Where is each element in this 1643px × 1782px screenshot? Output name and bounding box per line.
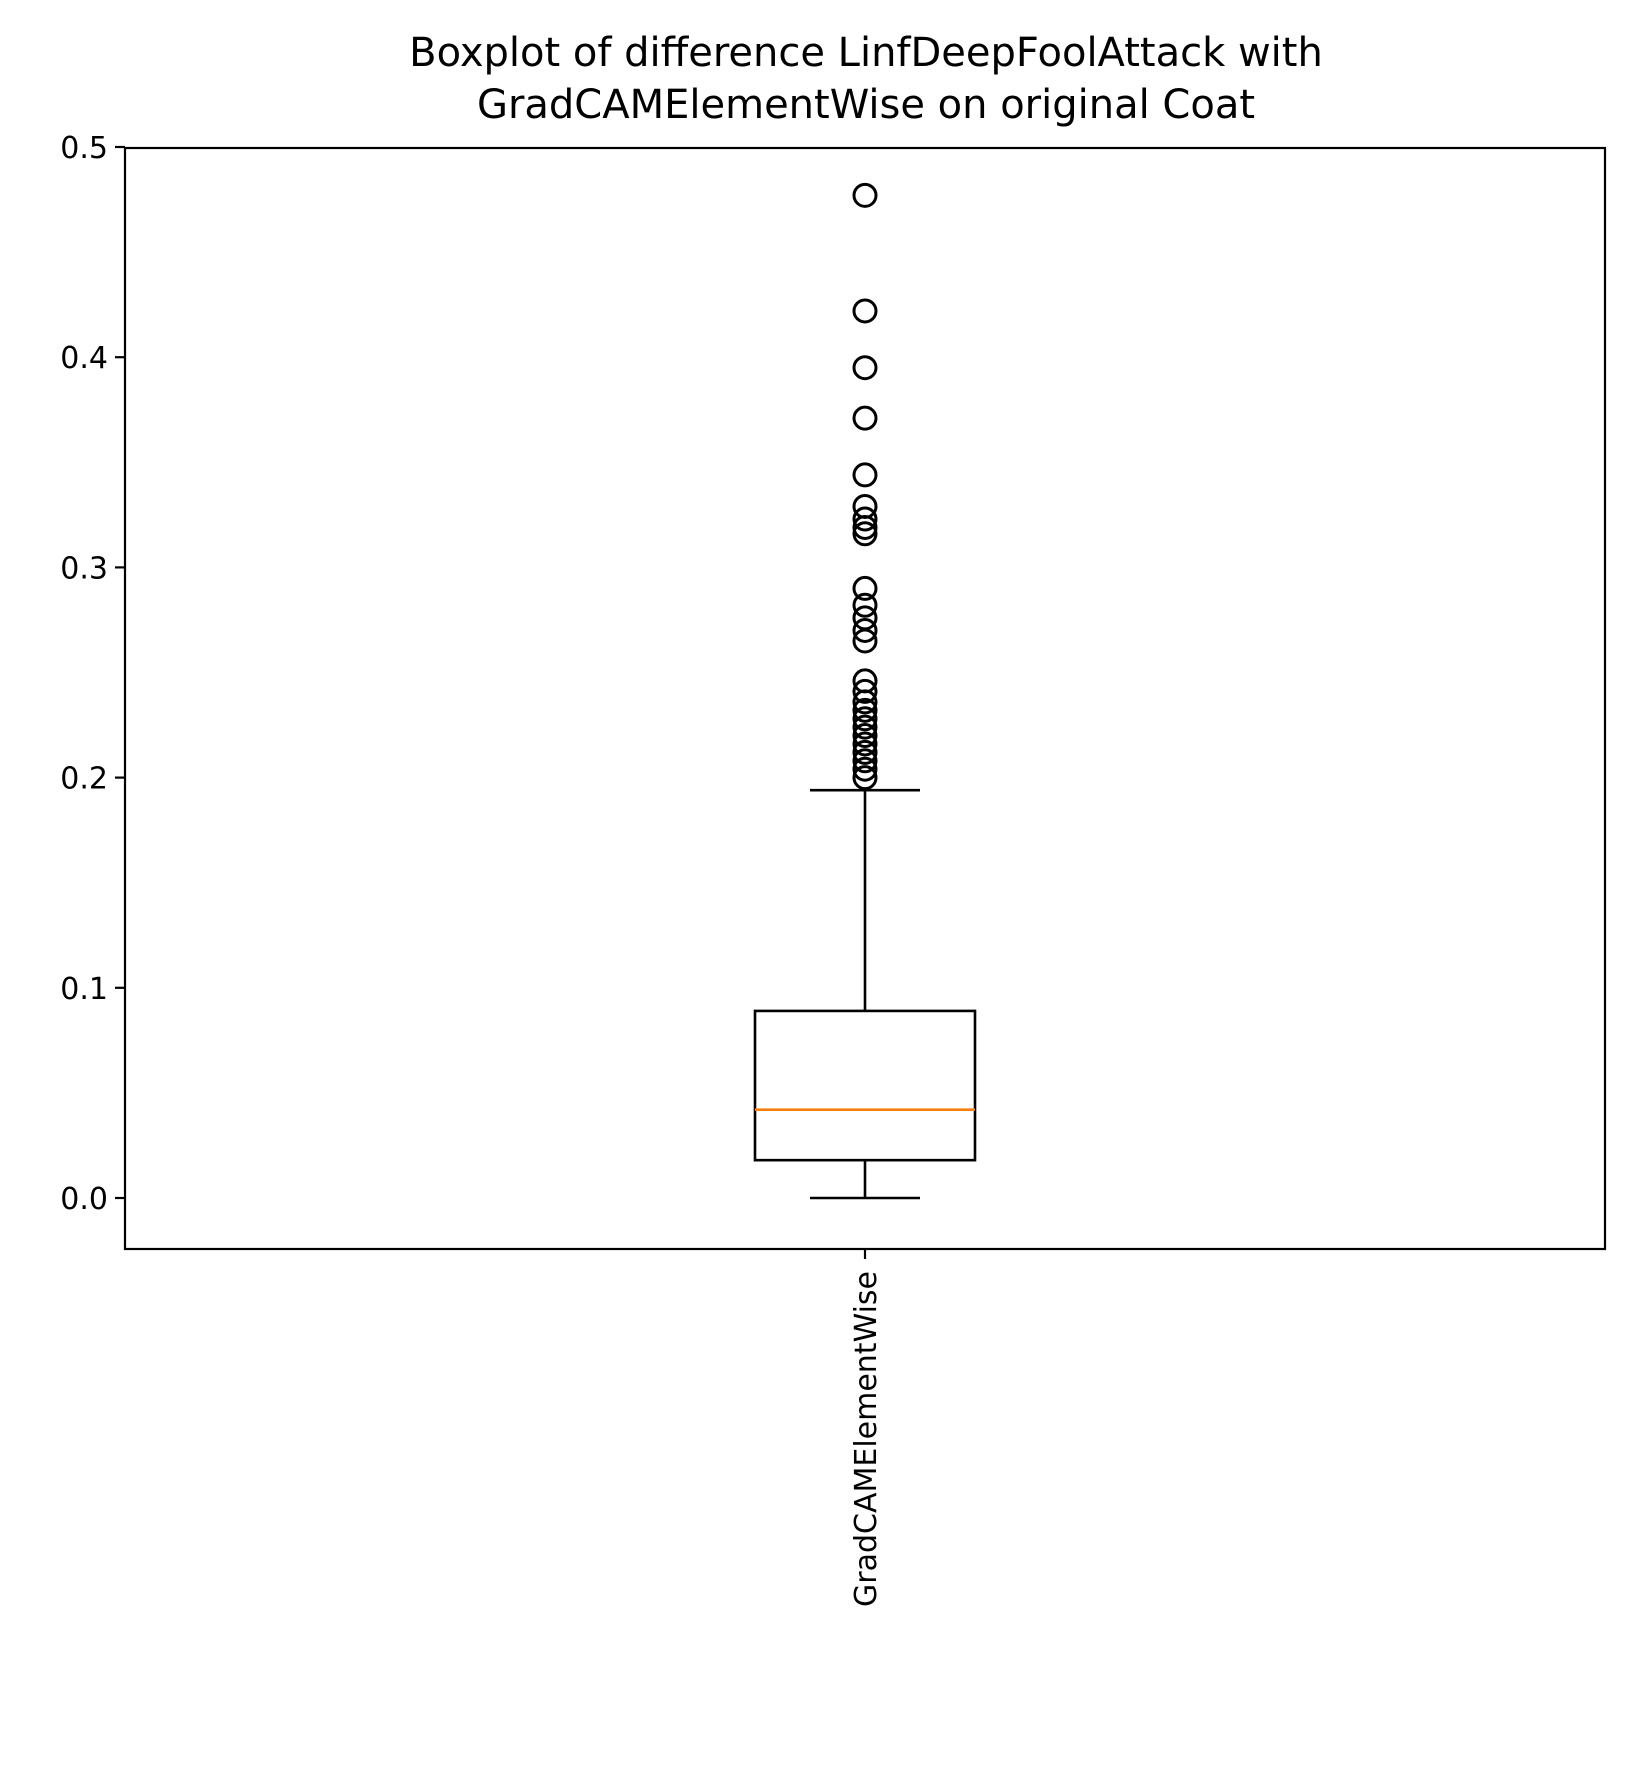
outlier-point [852, 678, 878, 704]
outlier-point [852, 697, 878, 723]
outlier-point [852, 689, 878, 715]
chart-title-line-1: Boxplot of difference LinfDeepFoolAttack… [409, 30, 1323, 76]
outlier-point [852, 617, 878, 643]
outlier-point [852, 575, 878, 601]
outlier-point [852, 723, 878, 749]
plot-area: 0.0 0.1 0.2 0.3 0.4 0.5 GradCAMElementWise [60, 131, 977, 1607]
outlier-point [852, 592, 878, 618]
y-tick-label: 0.0 [60, 1182, 108, 1217]
outlier-point [852, 748, 878, 774]
y-tick-label: 0.4 [60, 341, 108, 376]
y-tick-label: 0.3 [60, 551, 108, 586]
outlier-point [852, 756, 878, 782]
outlier-point [852, 405, 878, 431]
outlier-point [852, 182, 878, 208]
chart-title-line-2: GradCAMElementWise on original Coat [477, 82, 1255, 128]
outlier-point [852, 765, 878, 791]
outlier-point [852, 739, 878, 765]
x-category-label: GradCAMElementWise [849, 1271, 884, 1607]
outlier-point [852, 706, 878, 732]
outlier-point [852, 462, 878, 488]
outlier-point [852, 355, 878, 381]
outlier-point [852, 731, 878, 757]
axes-frame [123, 146, 1607, 1251]
iqr-box [753, 1009, 977, 1162]
outlier-point [852, 514, 878, 540]
outlier-point [852, 714, 878, 740]
y-tick-label: 0.5 [60, 131, 108, 166]
outlier-point [852, 628, 878, 654]
y-tick-label: 0.1 [60, 972, 108, 1007]
outlier-point [852, 298, 878, 324]
y-tick-label: 0.2 [60, 762, 108, 797]
outlier-point [852, 521, 878, 547]
outlier-point [852, 506, 878, 532]
